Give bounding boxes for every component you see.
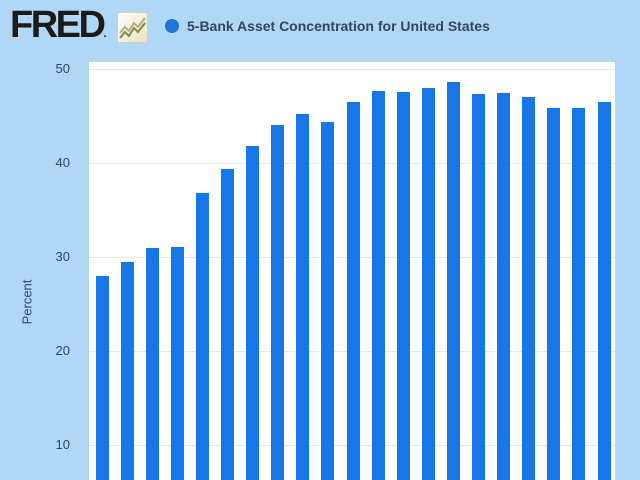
bar[interactable] [572,107,586,480]
sparkline-icon [117,12,148,43]
gridline [89,69,615,70]
y-tick-label: 50 [55,61,70,76]
plot-area [89,62,615,480]
bar[interactable] [221,168,234,480]
y-tick-label: 20 [55,343,70,358]
bar[interactable] [446,82,460,480]
bar[interactable] [195,193,209,480]
bar[interactable] [421,87,435,480]
bar[interactable] [296,114,310,480]
y-axis-label: Percent [19,279,35,325]
bar[interactable] [472,94,485,480]
bar[interactable] [522,97,536,480]
bar[interactable] [547,107,561,480]
bar[interactable] [497,93,511,480]
bar[interactable] [321,121,335,480]
chart-title[interactable]: 5-Bank Asset Concentration for United St… [187,18,490,34]
fred-logo-text: FRED [10,4,106,46]
y-axis: Percent 50 40 30 20 10 [0,0,71,480]
bar[interactable] [145,247,159,480]
bar[interactable] [396,91,410,480]
bar[interactable] [597,101,611,480]
bar[interactable] [271,125,285,480]
y-tick-label: 40 [55,155,70,170]
bar[interactable] [95,275,109,480]
fred-logo[interactable]: FRED. [10,4,107,55]
chart-header: FRED. 5-Bank Asset Concentration for Uni… [0,0,640,58]
bar[interactable] [170,246,184,480]
bar[interactable] [346,101,360,480]
bar[interactable] [246,146,260,480]
y-tick-label: 30 [55,249,70,264]
y-tick-label: 10 [55,437,70,452]
bar[interactable] [120,261,134,480]
bar[interactable] [371,90,385,480]
series-legend-dot [165,19,179,33]
logo-reg-mark: . [103,28,107,40]
